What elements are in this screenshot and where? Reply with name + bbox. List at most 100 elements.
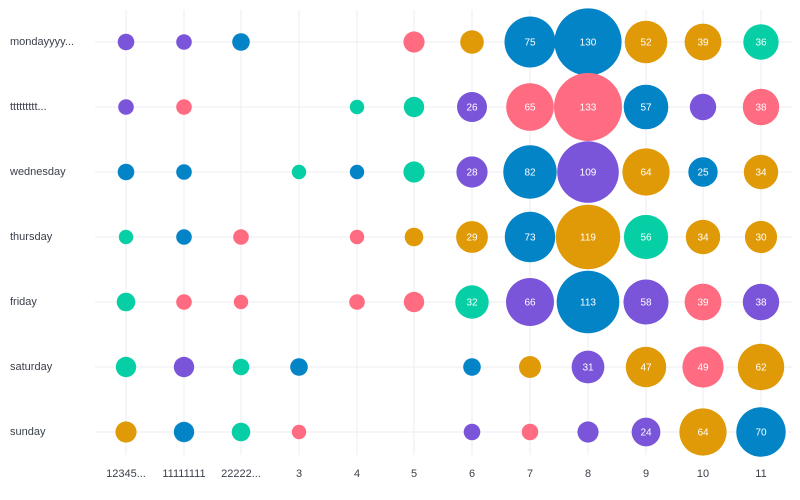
bubble-5-1[interactable]	[173, 356, 195, 378]
x-label-1: 11111111	[162, 468, 206, 480]
bubble-4-7[interactable]	[506, 278, 554, 326]
bubble-0-10[interactable]	[684, 23, 722, 61]
bubble-2-0[interactable]	[117, 163, 135, 181]
bubble-4-8[interactable]	[556, 270, 620, 334]
bubble-label-6-9: 24	[640, 428, 652, 439]
bubble-1-6[interactable]	[457, 92, 487, 122]
bubble-label-1-7: 65	[524, 103, 536, 114]
bubble-6-3[interactable]	[291, 424, 307, 440]
bubble-label-5-9: 47	[640, 363, 652, 374]
bubble-label-2-10: 25	[697, 168, 709, 179]
bubble-6-8[interactable]	[577, 421, 599, 443]
bubble-0-9[interactable]	[624, 20, 668, 64]
bubble-1-7[interactable]	[506, 83, 554, 131]
bubble-0-11[interactable]	[743, 24, 779, 60]
x-label-5: 5	[410, 468, 418, 480]
bubble-0-2[interactable]	[232, 33, 250, 51]
bubble-label-3-9: 56	[640, 233, 652, 244]
bubble-label-6-11: 70	[755, 428, 767, 439]
bubble-label-1-8: 133	[580, 103, 597, 114]
x-label-10: 10	[696, 468, 710, 480]
bubble-3-9[interactable]	[623, 214, 669, 260]
bubble-2-5[interactable]	[403, 161, 425, 183]
bubble-0-6[interactable]	[460, 30, 484, 54]
bubble-4-9[interactable]	[623, 279, 669, 325]
bubble-label-2-7: 82	[524, 168, 536, 179]
bubble-label-0-11: 36	[755, 38, 767, 49]
bubble-0-0[interactable]	[117, 33, 135, 51]
bubble-label-3-11: 30	[755, 233, 767, 244]
bubble-1-1[interactable]	[176, 99, 192, 115]
bubble-2-6[interactable]	[456, 156, 488, 188]
bubble-1-10[interactable]	[689, 93, 717, 121]
bubble-2-7[interactable]	[503, 145, 557, 199]
bubble-2-4[interactable]	[349, 164, 365, 180]
bubble-6-0[interactable]	[115, 421, 137, 443]
bubble-4-5[interactable]	[403, 291, 425, 313]
bubble-6-11[interactable]	[736, 407, 786, 457]
bubble-1-4[interactable]	[349, 99, 365, 115]
bubble-0-7[interactable]	[504, 16, 556, 68]
bubble-6-1[interactable]	[173, 421, 195, 443]
bubble-5-9[interactable]	[625, 346, 667, 388]
bubble-4-11[interactable]	[742, 283, 780, 321]
bubble-label-1-9: 57	[640, 103, 652, 114]
bubble-5-8[interactable]	[571, 350, 605, 384]
bubble-label-5-10: 49	[697, 363, 709, 374]
bubble-1-5[interactable]	[403, 96, 425, 118]
bubble-5-10[interactable]	[682, 346, 724, 388]
bubble-label-1-6: 26	[466, 103, 478, 114]
x-label-2: 22222...	[221, 468, 261, 480]
bubble-4-4[interactable]	[349, 294, 365, 310]
bubble-5-3[interactable]	[290, 358, 308, 376]
x-label-0: 12345...	[106, 468, 146, 480]
bubble-3-5[interactable]	[404, 227, 424, 247]
bubble-1-11[interactable]	[742, 88, 780, 126]
bubble-6-7[interactable]	[521, 423, 539, 441]
bubble-5-11[interactable]	[737, 343, 785, 391]
bubble-1-0[interactable]	[118, 99, 134, 115]
bubble-label-4-8: 113	[580, 298, 596, 309]
bubble-3-6[interactable]	[456, 221, 488, 253]
bubble-label-0-10: 39	[697, 38, 709, 49]
bubble-6-2[interactable]	[231, 422, 251, 442]
bubble-3-4[interactable]	[349, 229, 365, 245]
bubble-6-9[interactable]	[631, 417, 661, 447]
bubble-0-8[interactable]	[554, 8, 622, 76]
bubble-4-2[interactable]	[233, 294, 249, 310]
bubble-1-9[interactable]	[623, 84, 669, 130]
bubble-2-1[interactable]	[176, 164, 192, 180]
y-label-saturday: saturday	[10, 361, 53, 373]
bubble-4-1[interactable]	[176, 294, 192, 310]
bubble-2-9[interactable]	[622, 148, 670, 196]
bubble-0-5[interactable]	[403, 31, 425, 53]
bubble-6-6[interactable]	[463, 423, 481, 441]
bubble-4-6[interactable]	[455, 285, 489, 319]
x-label-4: 4	[353, 468, 361, 480]
bubble-5-6[interactable]	[463, 358, 481, 376]
bubble-3-1[interactable]	[176, 229, 192, 245]
bubble-1-8[interactable]	[554, 73, 622, 141]
bubble-4-10[interactable]	[684, 283, 722, 321]
bubble-5-7[interactable]	[519, 356, 541, 378]
bubble-2-3[interactable]	[291, 164, 307, 180]
bubble-label-0-9: 52	[640, 38, 652, 49]
bubble-4-0[interactable]	[116, 292, 136, 312]
bubble-3-11[interactable]	[744, 220, 778, 254]
bubble-2-8[interactable]	[557, 141, 619, 203]
bubble-5-0[interactable]	[115, 356, 137, 378]
bubbles: 75 130 52 39 36 26 65 133 57 38 28 82 109 64 25 34 29 73 1…	[115, 8, 786, 457]
x-label-11: 11	[755, 468, 767, 480]
bubble-3-2[interactable]	[233, 229, 249, 245]
y-label-friday: friday	[10, 296, 37, 308]
bubble-5-2[interactable]	[232, 358, 250, 376]
bubble-3-8[interactable]	[555, 204, 621, 270]
bubble-label-3-6: 29	[466, 233, 478, 244]
bubble-2-10[interactable]	[688, 157, 718, 187]
bubble-3-0[interactable]	[118, 229, 134, 245]
bubble-3-10[interactable]	[685, 219, 721, 255]
bubble-0-1[interactable]	[176, 34, 192, 50]
bubble-6-10[interactable]	[679, 408, 727, 456]
bubble-2-11[interactable]	[743, 154, 779, 190]
bubble-3-7[interactable]	[504, 211, 556, 263]
